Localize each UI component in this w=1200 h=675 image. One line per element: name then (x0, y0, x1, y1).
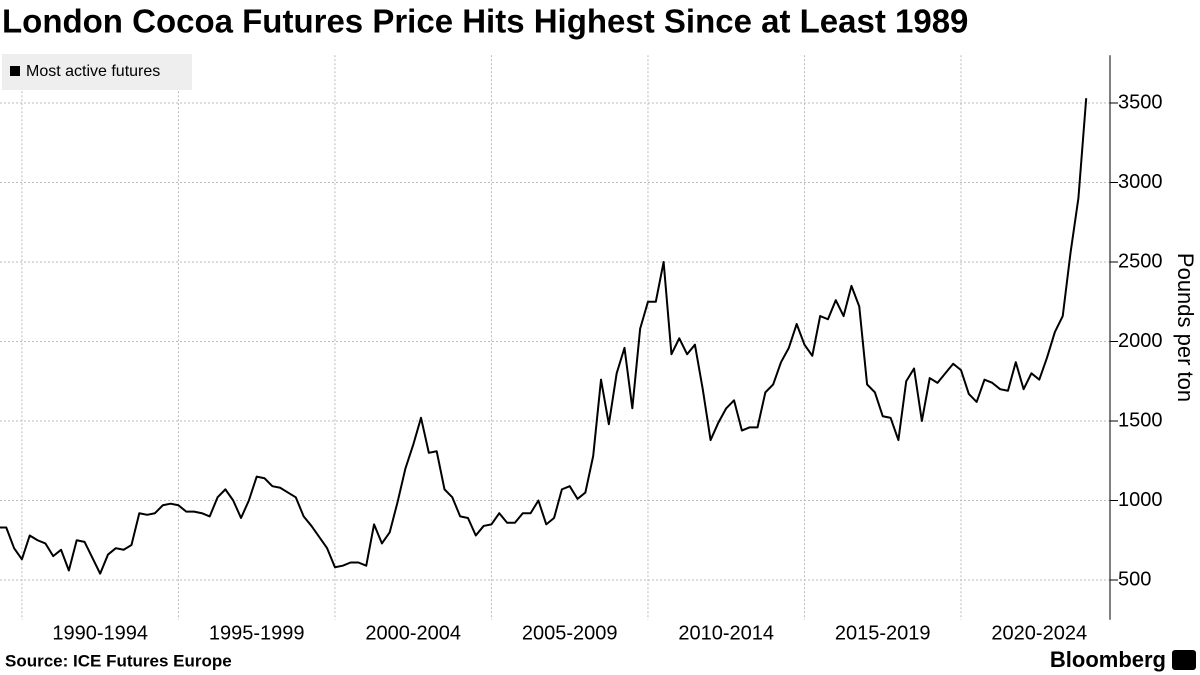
y-tick-label: 3500 (1118, 91, 1163, 113)
x-tick-label: 2015-2019 (835, 622, 931, 644)
x-tick-label: 2010-2014 (678, 622, 774, 644)
x-tick-label: 1990-1994 (52, 622, 148, 644)
y-tick-label: 2000 (1118, 330, 1163, 352)
legend-label: Most active futures (26, 63, 160, 80)
chart-title: London Cocoa Futures Price Hits Highest … (2, 3, 968, 40)
x-tick-label: 1995-1999 (209, 622, 305, 644)
y-tick-label: 1000 (1118, 489, 1163, 511)
y-tick-label: 500 (1118, 568, 1151, 590)
y-tick-label: 1500 (1118, 409, 1163, 431)
source: Source: ICE Futures Europe (5, 651, 232, 670)
brand: Bloomberg (1050, 647, 1166, 672)
y-tick-label: 3000 (1118, 171, 1163, 193)
brand-icon (1172, 650, 1196, 670)
x-tick-label: 2005-2009 (522, 622, 618, 644)
price-line (0, 98, 1088, 575)
legend-box (2, 54, 192, 90)
y-axis-label: Pounds per ton (1173, 253, 1198, 402)
y-tick-label: 2500 (1118, 250, 1163, 272)
legend-swatch (10, 66, 20, 76)
x-tick-label: 2020-2024 (991, 622, 1087, 644)
x-tick-label: 2000-2004 (365, 622, 461, 644)
legend: Most active futures (2, 54, 192, 90)
